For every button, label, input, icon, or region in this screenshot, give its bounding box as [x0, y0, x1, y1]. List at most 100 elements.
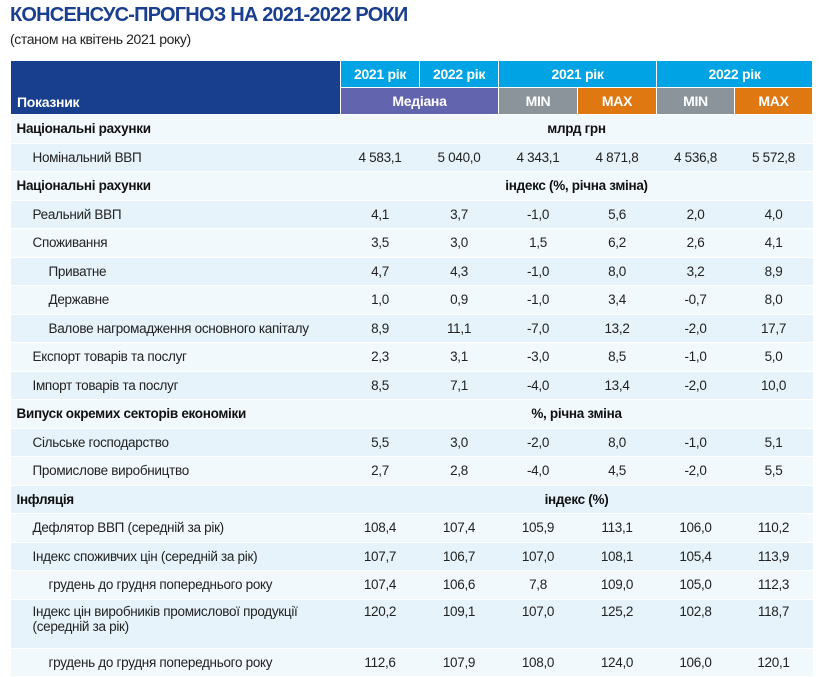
cell-value: 124,0 — [577, 648, 657, 677]
cell-value: 5,5 — [340, 428, 420, 457]
cell-value: 108,4 — [340, 513, 420, 543]
cell-value: 113,9 — [734, 542, 813, 571]
cell-value: -2,0 — [656, 456, 735, 486]
cell-value: 4 343,1 — [498, 143, 578, 172]
table-row: Індекс споживчих цін (середній за рік) 10… — [10, 542, 813, 571]
header-range-2021: 2021 рік — [498, 60, 657, 88]
cell-value: -0,7 — [656, 285, 735, 315]
cell-value: 13,4 — [577, 371, 657, 400]
cell-value: 3,4 — [577, 285, 657, 315]
row-label: Експорт товарів та послуг — [10, 342, 341, 372]
cell-value: 5,6 — [577, 200, 657, 229]
cell-value: 106,0 — [656, 648, 735, 677]
cell-value: 112,6 — [340, 648, 420, 677]
row-label: Сільське господарство — [10, 428, 341, 457]
cell-value: 10,0 — [734, 371, 813, 400]
cell-value: 110,2 — [734, 513, 813, 543]
table-row: Валове нагромадження основного капіталу 8… — [10, 314, 813, 343]
header-median-2022: 2022 рік — [419, 60, 499, 88]
cell-value: 3,5 — [340, 228, 420, 258]
cell-value: 106,7 — [419, 542, 499, 571]
cell-value: -1,0 — [498, 257, 578, 286]
section-label: Національні рахунки — [10, 171, 341, 201]
cell-value: 3,0 — [419, 428, 499, 457]
header-max-2022: MAX — [734, 87, 813, 115]
cell-value: 107,4 — [419, 513, 499, 543]
cell-value: 5,5 — [734, 456, 813, 486]
cell-value: 2,7 — [340, 456, 420, 486]
cell-value: 120,1 — [734, 648, 813, 677]
table-row: Імпорт товарів та послуг 8,5 7,1 -4,0 13,4 -2… — [10, 371, 813, 400]
table-row: Експорт товарів та послуг 2,3 3,1 -3,0 8,5 -1… — [10, 342, 813, 372]
row-label: Імпорт товарів та послуг — [10, 371, 341, 400]
cell-value: 109,1 — [419, 599, 499, 649]
cell-value: 7,1 — [419, 371, 499, 400]
row-label: грудень до грудня попереднього року — [10, 570, 341, 600]
cell-value: 5,0 — [734, 342, 813, 372]
section-row: Випуск окремих секторів економіки%, річн… — [10, 399, 813, 429]
cell-value: 3,0 — [419, 228, 499, 258]
cell-value: -1,0 — [656, 428, 735, 457]
cell-value: 13,2 — [577, 314, 657, 343]
cell-value: 7,8 — [498, 570, 578, 600]
cell-value: 107,4 — [340, 570, 420, 600]
section-row: Національні рахунки індекс (%, річна змін… — [10, 171, 813, 201]
cell-value: 106,6 — [419, 570, 499, 600]
cell-value: 1,5 — [498, 228, 578, 258]
cell-value: 3,2 — [656, 257, 735, 286]
cell-value: 5 040,0 — [419, 143, 499, 172]
cell-value: -4,0 — [498, 456, 578, 486]
table-row: Реальний ВВП 4,1 3,7 -1,0 5,6 2,0 4,0 — [10, 200, 813, 229]
cell-value: 8,5 — [577, 342, 657, 372]
row-label: Індекс цін виробників промислової продук… — [10, 599, 341, 649]
cell-value: 2,3 — [340, 342, 420, 372]
section-unit: індекс (%, річна зміна) — [340, 171, 813, 201]
cell-value: 6,2 — [577, 228, 657, 258]
cell-value: 112,3 — [734, 570, 813, 600]
cell-value: -1,0 — [656, 342, 735, 372]
cell-value: 113,1 — [577, 513, 657, 543]
cell-value: 2,8 — [419, 456, 499, 486]
cell-value: 8,5 — [340, 371, 420, 400]
cell-value: -1,0 — [498, 200, 578, 229]
section-label: Випуск окремих секторів економіки — [10, 399, 341, 429]
row-label: Промислове виробництво — [10, 456, 341, 486]
header-indicator: Показник — [10, 60, 341, 115]
cell-value: 105,4 — [656, 542, 735, 571]
cell-value: -4,0 — [498, 371, 578, 400]
cell-value: 5,1 — [734, 428, 813, 457]
cell-value: 4,1 — [340, 200, 420, 229]
header-max-2021: MAX — [577, 87, 657, 115]
header-median-2021: 2021 рік — [340, 60, 420, 88]
cell-value: 105,9 — [498, 513, 578, 543]
table-row: Приватне 4,7 4,3 -1,0 8,0 3,2 8,9 — [10, 257, 813, 286]
cell-value: 118,7 — [734, 599, 813, 649]
cell-value: 107,9 — [419, 648, 499, 677]
cell-value: 4,3 — [419, 257, 499, 286]
table-row: Номінальний ВВП 4 583,1 5 040,0 4 343,1 4 87… — [10, 143, 813, 172]
section-label: Інфляція — [10, 485, 341, 514]
section-row: Національні рахунки млрд грн — [10, 114, 813, 144]
table-row: Державне 1,0 0,9 -1,0 3,4 -0,7 8,0 — [10, 285, 813, 315]
row-label: Номінальний ВВП — [10, 143, 341, 172]
cell-value: 8,0 — [577, 428, 657, 457]
cell-value: 8,9 — [340, 314, 420, 343]
page-title: КОНСЕНСУС-ПРОГНОЗ НА 2021-2022 РОКИ — [10, 4, 408, 26]
cell-value: 4,5 — [577, 456, 657, 486]
forecast-table: Показник 2021 рік 2022 рік 2021 рік 2022… — [10, 60, 813, 677]
row-label: Реальний ВВП — [10, 200, 341, 229]
section-label: Національні рахунки — [10, 114, 341, 144]
cell-value: 1,0 — [340, 285, 420, 315]
cell-value: 0,9 — [419, 285, 499, 315]
cell-value: 109,0 — [577, 570, 657, 600]
cell-value: 2,6 — [656, 228, 735, 258]
cell-value: 3,7 — [419, 200, 499, 229]
cell-value: 4,0 — [734, 200, 813, 229]
cell-value: 125,2 — [577, 599, 657, 649]
row-label: Споживання — [10, 228, 341, 258]
table-row: Сільське господарство 5,5 3,0 -2,0 8,0 -1,0 5,… — [10, 428, 813, 457]
cell-value: 17,7 — [734, 314, 813, 343]
cell-value: 107,0 — [498, 599, 578, 649]
cell-value: 105,0 — [656, 570, 735, 600]
cell-value: -3,0 — [498, 342, 578, 372]
